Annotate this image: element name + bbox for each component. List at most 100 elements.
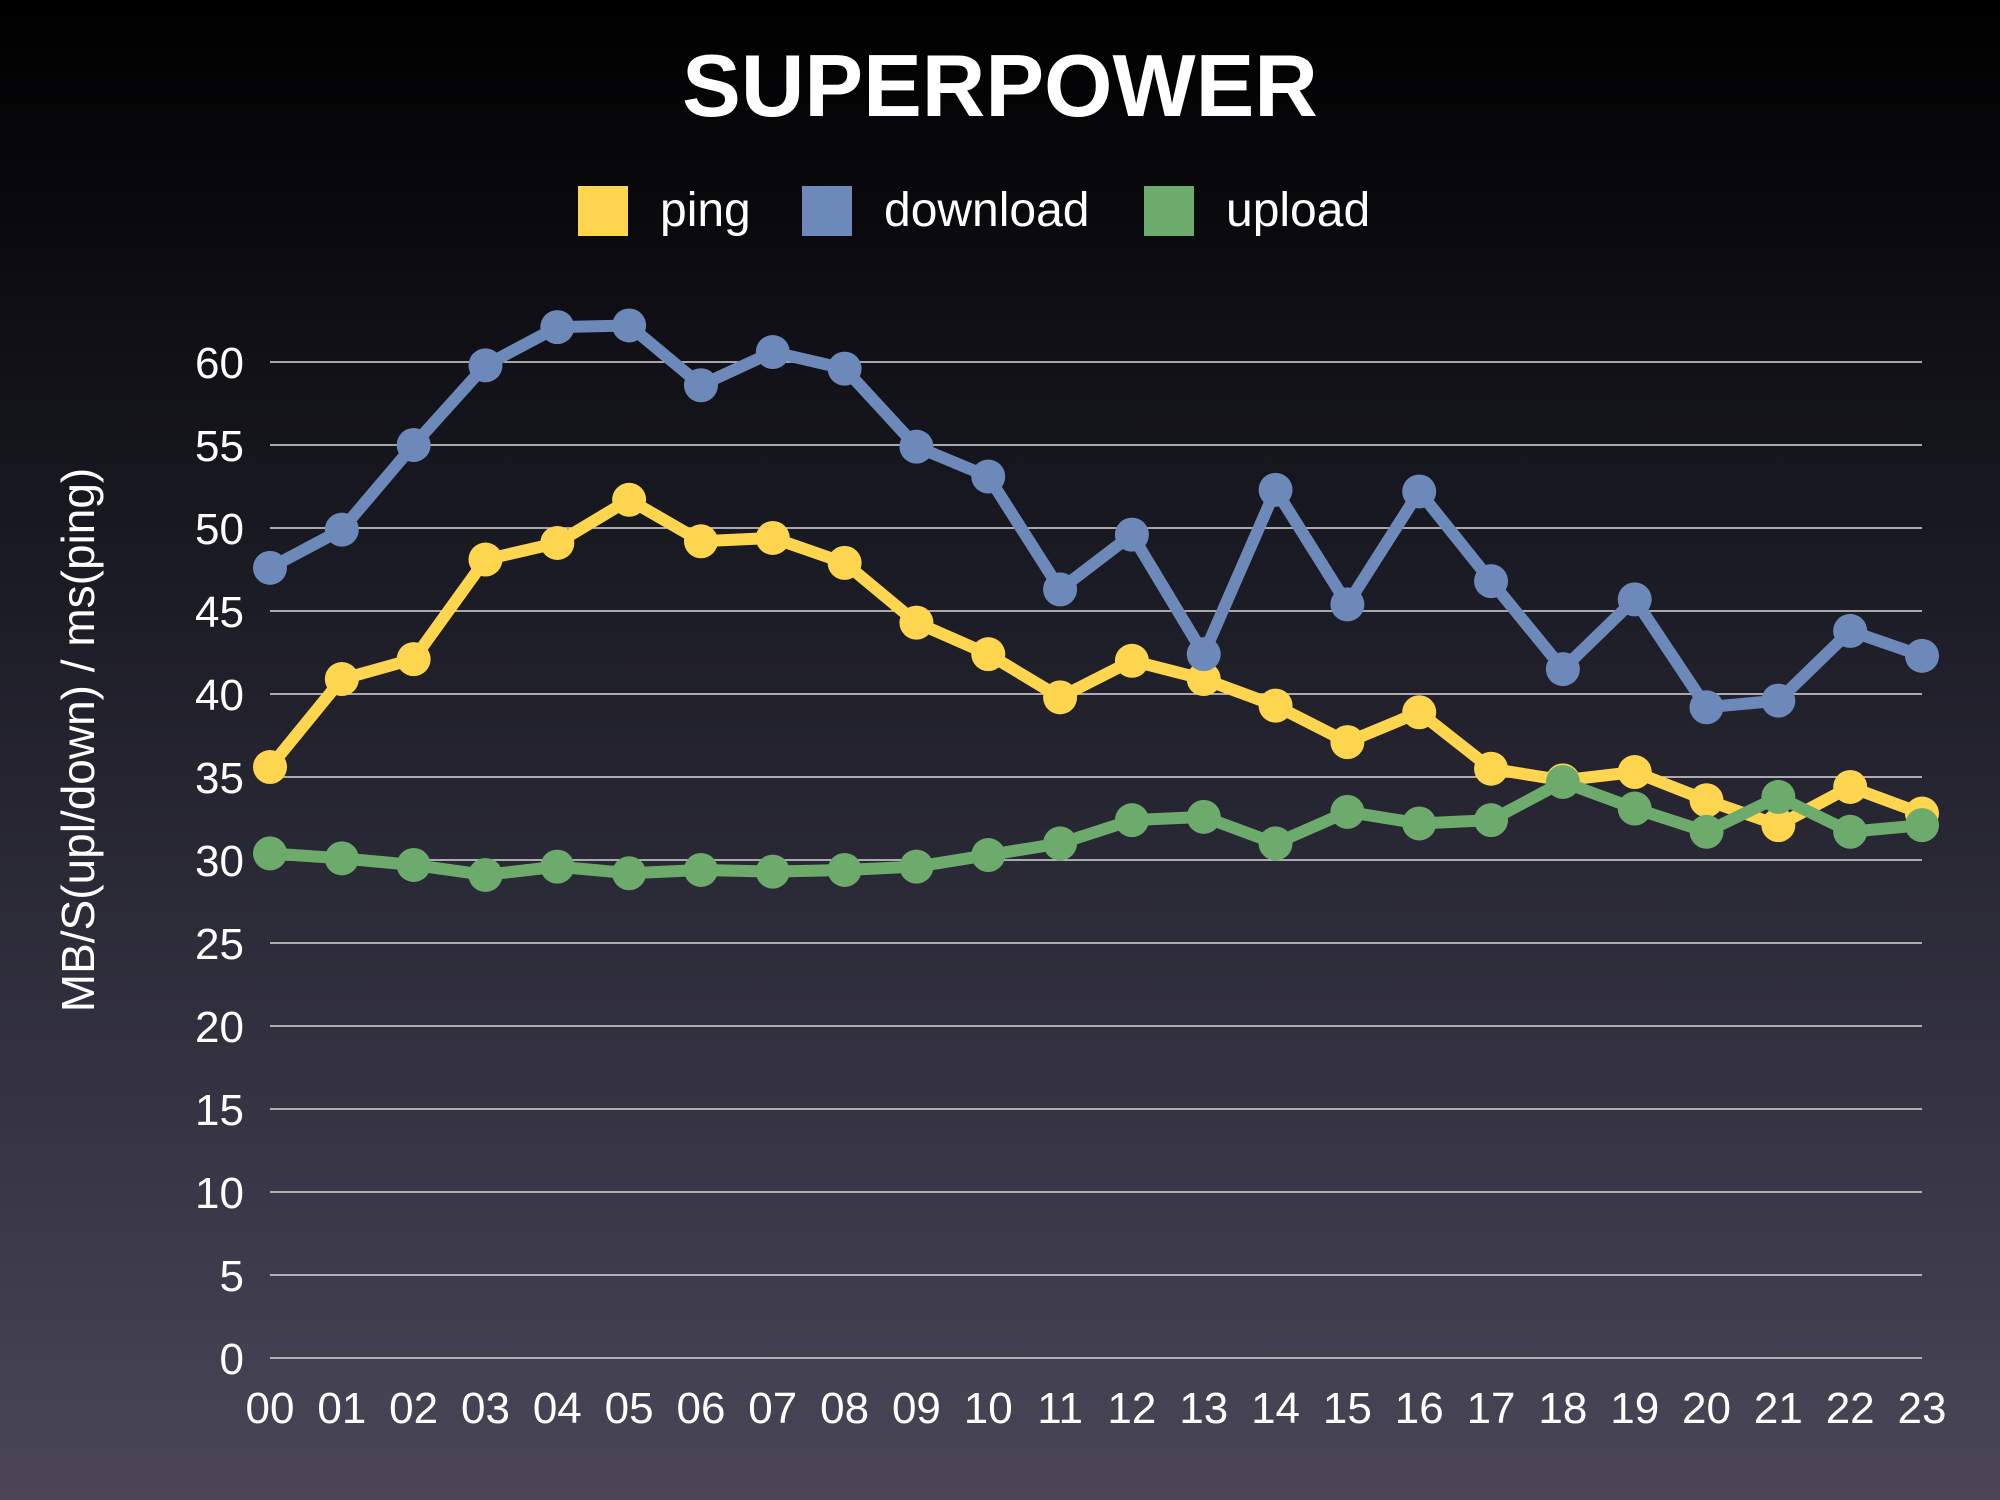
x-tick-label: 09 (892, 1384, 941, 1433)
data-point-upload (683, 852, 718, 887)
x-tick-label: 03 (461, 1384, 510, 1433)
x-tick-label: 04 (533, 1384, 582, 1433)
data-point-ping (1043, 680, 1078, 715)
series-download (253, 308, 1939, 725)
x-tick-label: 12 (1107, 1384, 1156, 1433)
x-tick-label: 11 (1037, 1384, 1083, 1433)
data-point-upload (1833, 814, 1868, 849)
data-point-download (1905, 638, 1939, 673)
data-point-download (468, 348, 503, 383)
y-tick-label: 25 (195, 920, 244, 969)
data-point-ping (1258, 688, 1293, 723)
data-point-upload (899, 849, 934, 884)
data-point-upload (1186, 799, 1221, 834)
legend: ping download upload (578, 184, 1370, 237)
data-point-download (1114, 517, 1149, 552)
data-point-ping (1689, 783, 1724, 818)
x-tick-label: 21 (1754, 1384, 1803, 1433)
legend-label-download: download (884, 184, 1090, 237)
data-point-upload (253, 836, 287, 871)
data-point-download (1474, 564, 1509, 599)
y-tick-label: 50 (195, 505, 244, 554)
data-point-download (1617, 582, 1652, 617)
x-tick-label: 22 (1826, 1384, 1875, 1433)
data-point-download (396, 428, 431, 462)
data-point-ping (899, 605, 934, 640)
data-point-upload (971, 838, 1006, 873)
data-point-download (1330, 587, 1365, 622)
x-tick-label: 16 (1395, 1384, 1444, 1433)
data-point-upload (324, 841, 359, 876)
data-point-upload (1330, 794, 1365, 829)
y-tick-labels: 0 5 10 15 20 25 30 35 40 45 50 55 60 (195, 339, 244, 1384)
data-point-ping (755, 520, 790, 555)
x-tick-labels: 00 01 02 03 04 05 06 07 08 09 10 11 12 13 14 15 16 17 18 19… (246, 1384, 1947, 1433)
data-point-download (827, 351, 862, 386)
data-point-download (540, 310, 575, 345)
grid-lines (270, 361, 1922, 1359)
data-point-upload (1905, 808, 1939, 843)
x-tick-label: 10 (964, 1384, 1013, 1433)
series-line-download (264, 319, 1928, 714)
x-tick-label: 13 (1179, 1384, 1228, 1433)
y-tick-label: 60 (195, 339, 244, 388)
data-point-upload (540, 849, 575, 884)
data-point-download (1258, 472, 1293, 507)
legend-swatch-ping (578, 186, 628, 236)
data-point-download (683, 368, 718, 403)
data-point-upload (827, 852, 862, 887)
y-axis-title: MB/S(upl/down) / ms(ping) (52, 468, 104, 1013)
data-point-ping (1617, 755, 1652, 790)
y-tick-label: 15 (195, 1086, 244, 1135)
data-point-download (324, 512, 359, 547)
data-point-upload (1761, 779, 1796, 814)
data-point-download (1043, 572, 1078, 607)
y-tick-label: 0 (220, 1335, 244, 1384)
data-point-ping (612, 482, 647, 517)
x-tick-label: 18 (1538, 1384, 1587, 1433)
y-tick-label: 30 (195, 837, 244, 886)
data-point-upload (612, 856, 647, 891)
data-point-download (1761, 683, 1796, 718)
y-tick-label: 55 (195, 422, 244, 471)
data-point-ping (1186, 662, 1221, 697)
data-point-download (971, 459, 1006, 494)
x-tick-label: 01 (317, 1384, 366, 1433)
x-tick-label: 14 (1251, 1384, 1300, 1433)
data-point-upload (1114, 803, 1149, 838)
data-point-ping (971, 637, 1006, 672)
x-tick-label: 06 (676, 1384, 725, 1433)
y-tick-label: 5 (220, 1252, 244, 1301)
data-point-upload (468, 857, 503, 892)
data-point-download (612, 308, 647, 343)
data-point-upload (1545, 764, 1580, 799)
series-line-upload (264, 775, 1928, 881)
data-point-ping (324, 662, 359, 697)
data-point-download (1402, 474, 1437, 509)
data-point-ping (1402, 695, 1437, 730)
data-point-download (755, 335, 790, 370)
legend-label-upload: upload (1226, 184, 1370, 237)
data-point-ping (1833, 769, 1868, 804)
y-tick-label: 10 (195, 1169, 244, 1218)
data-point-download (1689, 690, 1724, 725)
data-point-upload (1617, 791, 1652, 826)
data-point-ping (396, 642, 431, 677)
data-point-download (1545, 652, 1580, 687)
data-point-ping (1114, 643, 1149, 678)
x-tick-label: 00 (246, 1384, 295, 1433)
y-tick-label: 40 (195, 671, 244, 720)
data-point-ping (1330, 725, 1365, 760)
x-tick-label: 07 (748, 1384, 797, 1433)
data-point-upload (755, 854, 790, 889)
series-upload (253, 764, 1939, 892)
data-point-download (1833, 613, 1868, 648)
data-point-upload (396, 847, 431, 882)
y-tick-label: 35 (195, 754, 244, 803)
data-point-ping (1761, 808, 1796, 843)
data-point-ping (827, 545, 862, 580)
data-point-download (253, 550, 287, 585)
chart-title: SUPERPOWER (682, 36, 1318, 135)
data-point-ping (253, 750, 287, 785)
